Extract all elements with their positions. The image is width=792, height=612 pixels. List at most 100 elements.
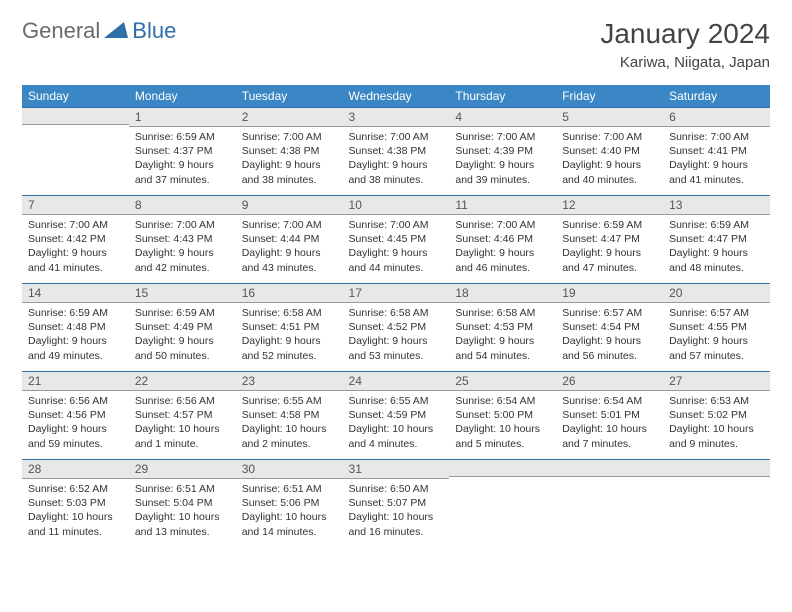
weekday-header: Sunday <box>22 85 129 107</box>
sunset-text: Sunset: 4:43 PM <box>135 232 230 246</box>
daylight-text: Daylight: 10 hours and 14 minutes. <box>242 510 337 538</box>
calendar-day-cell: 18Sunrise: 6:58 AMSunset: 4:53 PMDayligh… <box>449 283 556 371</box>
day-details: Sunrise: 7:00 AMSunset: 4:46 PMDaylight:… <box>449 215 556 281</box>
day-number: 15 <box>129 283 236 303</box>
sunset-text: Sunset: 4:49 PM <box>135 320 230 334</box>
daylight-text: Daylight: 10 hours and 16 minutes. <box>349 510 444 538</box>
sunset-text: Sunset: 4:48 PM <box>28 320 123 334</box>
day-number: 1 <box>129 107 236 127</box>
sunset-text: Sunset: 4:55 PM <box>669 320 764 334</box>
sunrise-text: Sunrise: 6:56 AM <box>135 394 230 408</box>
day-number: 18 <box>449 283 556 303</box>
sunrise-text: Sunrise: 6:59 AM <box>135 306 230 320</box>
calendar-day-cell: 8Sunrise: 7:00 AMSunset: 4:43 PMDaylight… <box>129 195 236 283</box>
daylight-text: Daylight: 10 hours and 2 minutes. <box>242 422 337 450</box>
sunrise-text: Sunrise: 6:54 AM <box>562 394 657 408</box>
logo-text-general: General <box>22 18 100 44</box>
weekday-header: Monday <box>129 85 236 107</box>
sunrise-text: Sunrise: 6:59 AM <box>135 130 230 144</box>
day-number <box>556 459 663 477</box>
sunrise-text: Sunrise: 6:58 AM <box>349 306 444 320</box>
sunset-text: Sunset: 4:52 PM <box>349 320 444 334</box>
calendar-week-row: 14Sunrise: 6:59 AMSunset: 4:48 PMDayligh… <box>22 283 770 371</box>
sunrise-text: Sunrise: 6:56 AM <box>28 394 123 408</box>
calendar-day-cell: 17 Sunrise: 6:58 AMSunset: 4:52 PMDayligh… <box>343 283 450 371</box>
calendar-week-row: 7Sunrise: 7:00 AMSunset: 4:42 PMDaylight… <box>22 195 770 283</box>
calendar-day-cell: 4Sunrise: 7:00 AMSunset: 4:39 PMDaylight… <box>449 107 556 195</box>
sunrise-text: Sunrise: 7:00 AM <box>242 218 337 232</box>
day-number <box>663 459 770 477</box>
sunset-text: Sunset: 4:59 PM <box>349 408 444 422</box>
day-details: Sunrise: 7:00 AMSunset: 4:43 PMDaylight:… <box>129 215 236 281</box>
day-number <box>22 107 129 125</box>
sunset-text: Sunset: 5:06 PM <box>242 496 337 510</box>
daylight-text: Daylight: 9 hours and 49 minutes. <box>28 334 123 362</box>
daylight-text: Daylight: 9 hours and 53 minutes. <box>349 334 444 362</box>
sunset-text: Sunset: 4:46 PM <box>455 232 550 246</box>
sunrise-text: Sunrise: 6:51 AM <box>135 482 230 496</box>
day-number: 9 <box>236 195 343 215</box>
daylight-text: Daylight: 9 hours and 47 minutes. <box>562 246 657 274</box>
day-details: Sunrise: 6:54 AMSunset: 5:00 PMDaylight:… <box>449 391 556 457</box>
calendar-day-cell: 24Sunrise: 6:55 AMSunset: 4:59 PMDayligh… <box>343 371 450 459</box>
calendar-day-cell: 22Sunrise: 6:56 AMSunset: 4:57 PMDayligh… <box>129 371 236 459</box>
page-title: January 2024 <box>600 18 770 50</box>
sunset-text: Sunset: 4:44 PM <box>242 232 337 246</box>
calendar-day-cell <box>22 107 129 195</box>
daylight-text: Daylight: 9 hours and 37 minutes. <box>135 158 230 186</box>
calendar-day-cell: 29Sunrise: 6:51 AMSunset: 5:04 PMDayligh… <box>129 459 236 547</box>
day-number: 20 <box>663 283 770 303</box>
day-details: Sunrise: 7:00 AMSunset: 4:41 PMDaylight:… <box>663 127 770 193</box>
daylight-text: Daylight: 10 hours and 5 minutes. <box>455 422 550 450</box>
calendar-day-cell: 31Sunrise: 6:50 AMSunset: 5:07 PMDayligh… <box>343 459 450 547</box>
day-number: 17 <box>343 283 450 303</box>
sunset-text: Sunset: 4:58 PM <box>242 408 337 422</box>
calendar-day-cell: 6Sunrise: 7:00 AMSunset: 4:41 PMDaylight… <box>663 107 770 195</box>
sunset-text: Sunset: 4:57 PM <box>135 408 230 422</box>
calendar-week-row: 28 Sunrise: 6:52 AMSunset: 5:03 PM Dayligh… <box>22 459 770 547</box>
sunset-text: Sunset: 4:51 PM <box>242 320 337 334</box>
daylight-text: Daylight: 9 hours and 43 minutes. <box>242 246 337 274</box>
calendar-day-cell: 7Sunrise: 7:00 AMSunset: 4:42 PMDaylight… <box>22 195 129 283</box>
day-details: Sunrise: 7:00 AMSunset: 4:38 PMDaylight:… <box>236 127 343 193</box>
day-details: Sunrise: 6:57 AMSunset: 4:54 PMDaylight:… <box>556 303 663 369</box>
sunrise-text: Sunrise: 6:51 AM <box>242 482 337 496</box>
day-number: 8 <box>129 195 236 215</box>
calendar-day-cell: 1Sunrise: 6:59 AMSunset: 4:37 PMDaylight… <box>129 107 236 195</box>
calendar-day-cell: 11Sunrise: 7:00 AMSunset: 4:46 PMDayligh… <box>449 195 556 283</box>
day-details: Sunrise: 6:58 AMSunset: 4:53 PMDaylight:… <box>449 303 556 369</box>
calendar-day-cell <box>556 459 663 547</box>
calendar-day-cell: 30Sunrise: 6:51 AMSunset: 5:06 PMDayligh… <box>236 459 343 547</box>
calendar-day-cell: 14Sunrise: 6:59 AMSunset: 4:48 PMDayligh… <box>22 283 129 371</box>
weekday-header-row: Sunday Monday Tuesday Wednesday Thursday… <box>22 85 770 107</box>
sunrise-text: Sunrise: 6:52 AM <box>28 482 123 496</box>
sunset-text: Sunset: 4:39 PM <box>455 144 550 158</box>
sunrise-text: Sunrise: 7:00 AM <box>562 130 657 144</box>
day-number: 10 <box>343 195 450 215</box>
day-details: Sunrise: 7:00 AMSunset: 4:42 PMDaylight:… <box>22 215 129 281</box>
calendar-week-row: 21Sunrise: 6:56 AMSunset: 4:56 PMDayligh… <box>22 371 770 459</box>
day-number: 28 <box>22 459 129 479</box>
day-details: Sunrise: 6:56 AMSunset: 4:57 PMDaylight:… <box>129 391 236 457</box>
logo: General Blue <box>22 18 176 44</box>
daylight-text: Daylight: 9 hours and 46 minutes. <box>455 246 550 274</box>
sunrise-text: Sunrise: 6:57 AM <box>669 306 764 320</box>
day-details: Sunrise: 7:00 AMSunset: 4:38 PMDaylight:… <box>343 127 450 193</box>
daylight-text: Daylight: 9 hours and 56 minutes. <box>562 334 657 362</box>
day-number: 3 <box>343 107 450 127</box>
day-details: Sunrise: 7:00 AMSunset: 4:45 PMDaylight:… <box>343 215 450 281</box>
daylight-text: Daylight: 9 hours and 54 minutes. <box>455 334 550 362</box>
day-number: 21 <box>22 371 129 391</box>
day-number: 5 <box>556 107 663 127</box>
weekday-header: Saturday <box>663 85 770 107</box>
daylight-text: Daylight: 9 hours and 57 minutes. <box>669 334 764 362</box>
weekday-header: Wednesday <box>343 85 450 107</box>
sunset-text: Sunset: 4:54 PM <box>562 320 657 334</box>
calendar-day-cell: 2Sunrise: 7:00 AMSunset: 4:38 PMDaylight… <box>236 107 343 195</box>
daylight-text: Daylight: 9 hours and 38 minutes. <box>349 158 444 186</box>
calendar-day-cell: 15Sunrise: 6:59 AMSunset: 4:49 PMDayligh… <box>129 283 236 371</box>
weekday-header: Friday <box>556 85 663 107</box>
sunset-text: Sunset: 5:04 PM <box>135 496 230 510</box>
day-number: 22 <box>129 371 236 391</box>
sunset-text: Sunset: 5:03 PM <box>28 496 123 510</box>
